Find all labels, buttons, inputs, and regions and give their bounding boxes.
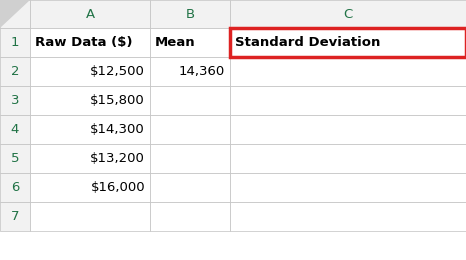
Bar <box>230 28 466 57</box>
Bar <box>230 28 466 57</box>
Text: 14,360: 14,360 <box>179 65 225 78</box>
Bar <box>230 57 466 86</box>
Text: 2: 2 <box>11 65 19 78</box>
Text: B: B <box>185 8 195 21</box>
Bar <box>150 57 230 86</box>
Polygon shape <box>0 0 30 28</box>
Bar <box>30 86 150 115</box>
Bar <box>0 0 30 28</box>
Text: Raw Data ($): Raw Data ($) <box>35 36 132 49</box>
Text: $14,300: $14,300 <box>90 123 145 136</box>
Bar <box>30 202 150 231</box>
Bar <box>230 0 466 28</box>
Text: $13,200: $13,200 <box>90 152 145 165</box>
Bar <box>30 144 150 173</box>
Bar <box>0 28 30 57</box>
Bar <box>230 115 466 144</box>
Text: 5: 5 <box>11 152 19 165</box>
Bar <box>30 57 150 86</box>
Text: 3: 3 <box>11 94 19 107</box>
Text: $15,800: $15,800 <box>90 94 145 107</box>
Bar <box>230 86 466 115</box>
Bar <box>230 144 466 173</box>
Text: 1: 1 <box>11 36 19 49</box>
Text: 7: 7 <box>11 210 19 223</box>
Bar <box>150 202 230 231</box>
Bar <box>230 173 466 202</box>
Bar <box>150 86 230 115</box>
Bar <box>150 0 230 28</box>
Bar <box>150 28 230 57</box>
Text: 6: 6 <box>11 181 19 194</box>
Text: C: C <box>343 8 353 21</box>
Text: $12,500: $12,500 <box>90 65 145 78</box>
Text: A: A <box>85 8 95 21</box>
Bar <box>150 115 230 144</box>
Text: 4: 4 <box>11 123 19 136</box>
Bar <box>30 173 150 202</box>
Text: Standard Deviation: Standard Deviation <box>235 36 380 49</box>
Bar <box>0 57 30 86</box>
Text: $16,000: $16,000 <box>90 181 145 194</box>
Bar <box>0 144 30 173</box>
Bar <box>0 86 30 115</box>
Bar <box>30 0 150 28</box>
Bar <box>150 144 230 173</box>
Bar <box>0 173 30 202</box>
Bar <box>30 115 150 144</box>
Bar <box>150 173 230 202</box>
Bar <box>0 202 30 231</box>
Bar <box>0 115 30 144</box>
Text: Mean: Mean <box>155 36 196 49</box>
Bar <box>30 28 150 57</box>
Bar <box>230 202 466 231</box>
